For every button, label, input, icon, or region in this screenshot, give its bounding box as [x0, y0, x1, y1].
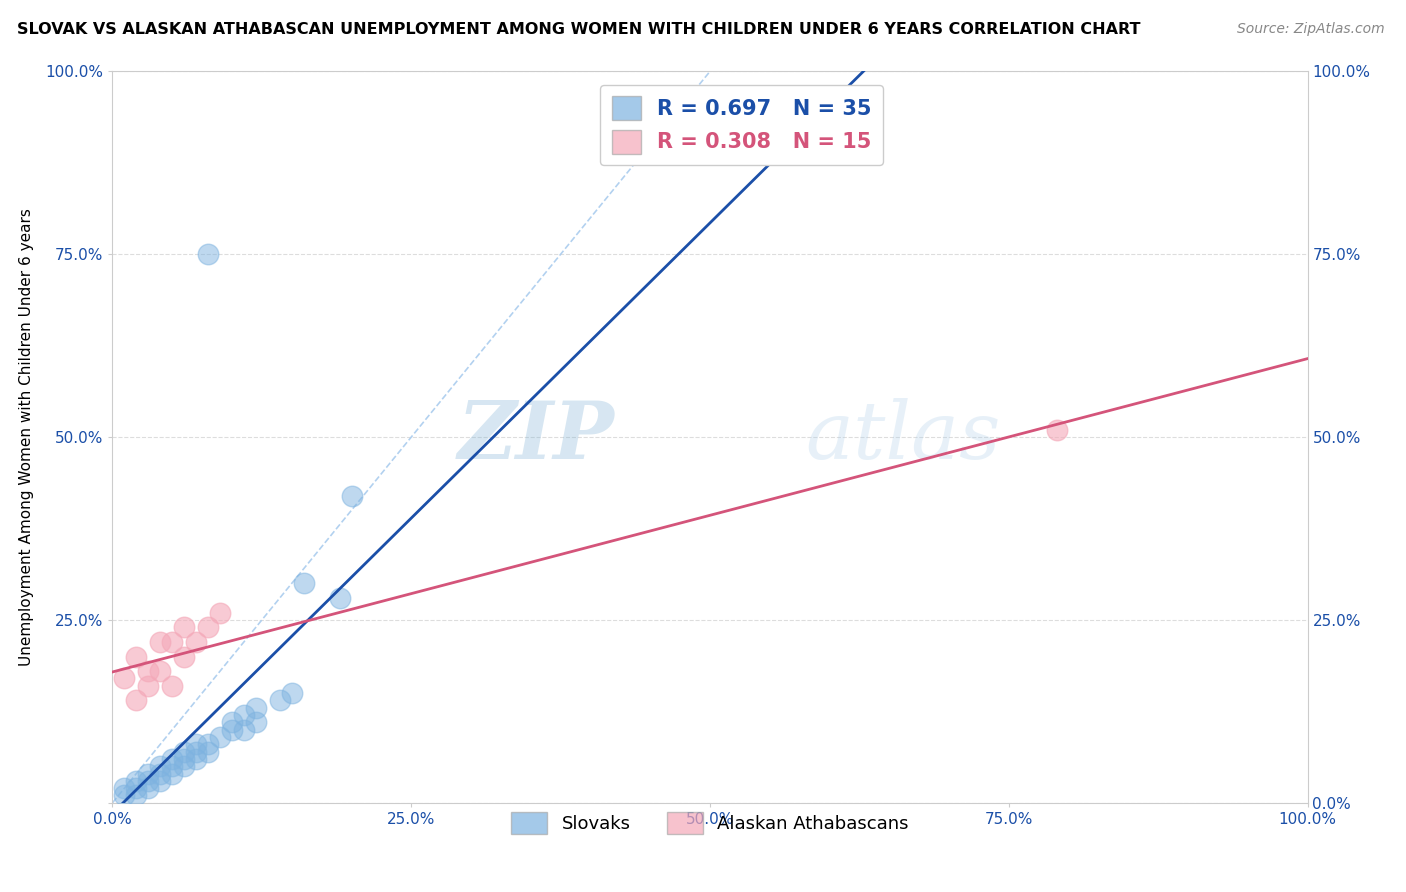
Point — [138, 773, 160, 788]
Point — [173, 759, 195, 773]
Text: SLOVAK VS ALASKAN ATHABASCAN UNEMPLOYMENT AMONG WOMEN WITH CHILDREN UNDER 6 YEAR: SLOVAK VS ALASKAN ATHABASCAN UNEMPLOYMEN… — [17, 22, 1140, 37]
Point — [209, 730, 232, 744]
Point — [114, 781, 135, 796]
Point — [162, 679, 183, 693]
Point — [197, 745, 219, 759]
Point — [149, 635, 172, 649]
Point — [197, 737, 219, 751]
Point — [186, 752, 208, 766]
Point — [162, 766, 183, 780]
Point — [125, 773, 148, 788]
Point — [173, 745, 195, 759]
Point — [125, 789, 148, 803]
Point — [149, 773, 172, 788]
Point — [340, 489, 363, 503]
Point — [209, 606, 232, 620]
Point — [173, 620, 195, 634]
Point — [245, 700, 267, 714]
Point — [197, 620, 219, 634]
Point — [149, 664, 172, 678]
Point — [186, 745, 208, 759]
Point — [138, 664, 160, 678]
Point — [281, 686, 304, 700]
Point — [125, 693, 148, 707]
Point — [114, 672, 135, 686]
Text: atlas: atlas — [806, 399, 1001, 475]
Point — [221, 723, 243, 737]
Point — [173, 752, 195, 766]
Point — [329, 591, 352, 605]
Point — [125, 781, 148, 796]
Point — [186, 737, 208, 751]
Point — [125, 649, 148, 664]
Point — [233, 708, 256, 723]
Text: ZIP: ZIP — [457, 399, 614, 475]
Point — [149, 759, 172, 773]
Text: Source: ZipAtlas.com: Source: ZipAtlas.com — [1237, 22, 1385, 37]
Point — [162, 752, 183, 766]
Point — [173, 649, 195, 664]
Point — [149, 766, 172, 780]
Point — [292, 576, 315, 591]
Point — [138, 781, 160, 796]
Point — [138, 766, 160, 780]
Point — [114, 789, 135, 803]
Point — [162, 759, 183, 773]
Point — [269, 693, 291, 707]
Y-axis label: Unemployment Among Women with Children Under 6 years: Unemployment Among Women with Children U… — [20, 208, 34, 666]
Point — [197, 247, 219, 261]
Point — [1046, 423, 1069, 437]
Point — [245, 715, 267, 730]
Legend: Slovaks, Alaskan Athabascans: Slovaks, Alaskan Athabascans — [503, 805, 917, 841]
Point — [162, 635, 183, 649]
Point — [186, 635, 208, 649]
Point — [138, 679, 160, 693]
Point — [221, 715, 243, 730]
Point — [233, 723, 256, 737]
